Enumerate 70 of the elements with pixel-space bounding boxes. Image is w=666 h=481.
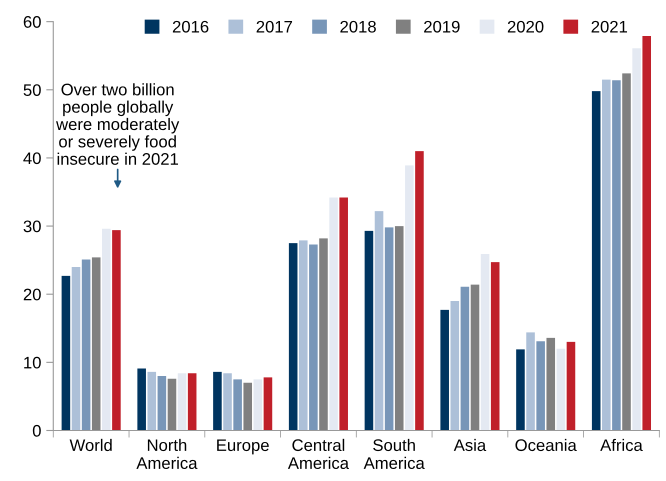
bar	[319, 238, 328, 430]
bar	[329, 197, 338, 430]
bar	[612, 80, 621, 430]
x-tick-label: Central America	[288, 438, 349, 470]
legend-label: 2018	[340, 20, 376, 33]
bar	[92, 257, 100, 430]
bar	[480, 254, 490, 430]
bar	[243, 382, 252, 430]
bar	[102, 228, 111, 430]
x-tick-label: World	[70, 438, 112, 452]
y-tick-label: 10	[24, 356, 41, 369]
bar	[566, 342, 576, 430]
bar	[632, 48, 641, 430]
legend-label: 2019	[424, 20, 460, 33]
bar	[72, 266, 80, 430]
bar	[592, 91, 600, 430]
x-tick-label: Europe	[217, 439, 269, 454]
y-tick-label: 30	[24, 220, 41, 232]
annotation: Over two billion people globally were moderately or severely food insecure in 2021	[56, 83, 180, 165]
bar	[490, 262, 500, 430]
bar	[642, 36, 652, 430]
bar	[147, 372, 156, 430]
bar	[440, 310, 449, 430]
x-tick-label: South America	[364, 438, 425, 470]
bar	[374, 211, 384, 430]
bar	[556, 348, 566, 430]
bar	[470, 284, 480, 430]
bar	[339, 197, 348, 430]
bar	[384, 227, 394, 430]
x-tick-label: Asia	[454, 438, 486, 452]
y-tick-label: 50	[24, 84, 41, 96]
bar	[516, 349, 525, 430]
bar	[62, 276, 70, 430]
legend-label: 2020	[508, 20, 544, 33]
legend-label: 2017	[256, 20, 292, 33]
bar	[288, 243, 298, 430]
bar	[526, 332, 535, 430]
bar	[223, 373, 232, 430]
bar	[254, 379, 262, 430]
bar	[309, 244, 318, 430]
bar	[82, 259, 90, 430]
bar	[178, 373, 186, 430]
bar	[536, 341, 545, 430]
y-tick-label: 40	[23, 152, 41, 164]
bar	[137, 368, 146, 430]
x-tick-label: North America	[136, 438, 198, 470]
bar	[460, 286, 470, 430]
bar	[158, 376, 166, 430]
bar	[112, 230, 121, 430]
bar	[450, 301, 460, 430]
bar	[168, 378, 176, 430]
bar	[622, 73, 631, 430]
bar	[298, 240, 308, 430]
legend-label: 2021	[592, 20, 628, 33]
bar	[415, 151, 424, 430]
bar	[188, 373, 196, 430]
y-tick-label: 20	[24, 288, 41, 300]
bar	[213, 372, 222, 430]
bar	[233, 379, 242, 430]
bar	[394, 226, 404, 430]
bar	[364, 230, 374, 430]
bar	[264, 377, 272, 430]
x-tick-label: Africa	[600, 438, 643, 452]
x-tick-label: Oceania	[515, 438, 577, 452]
bar	[602, 80, 611, 430]
legend-label: 2016	[172, 20, 208, 33]
bar	[546, 338, 556, 430]
bar	[405, 165, 414, 430]
y-tick-label: 0	[32, 424, 41, 437]
y-tick-label: 60	[24, 16, 41, 28]
